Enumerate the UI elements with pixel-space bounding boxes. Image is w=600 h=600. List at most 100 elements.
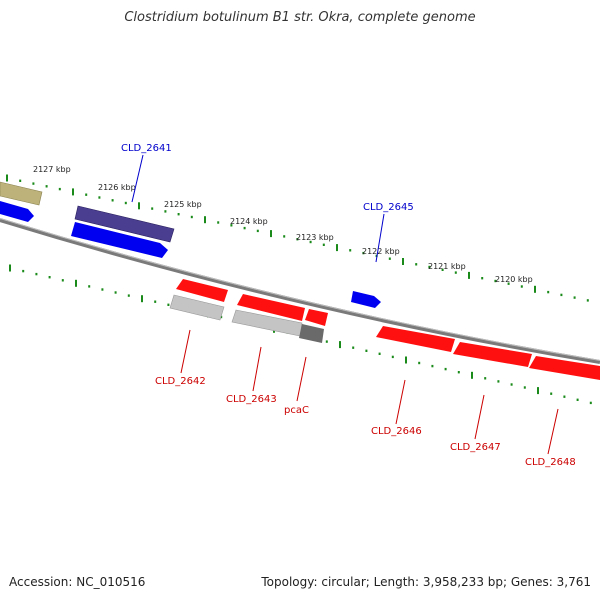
lower-major-tick (405, 356, 407, 364)
upper-minor-tick (217, 221, 220, 224)
tick-label-2124: 2124 kbp (230, 217, 268, 226)
upper-minor-tick (190, 215, 193, 219)
lower-minor-tick (391, 355, 394, 359)
upper-major-tick (468, 271, 470, 279)
upper-minor-tick (85, 193, 88, 196)
kbp-labels: 2127 kbp 2126 kbp 2125 kbp 2124 kbp 2123… (33, 165, 533, 284)
upper-minor-tick (177, 213, 180, 216)
lower-major-tick (141, 295, 143, 303)
upper-major-tick (402, 258, 404, 265)
leader-cld-2648 (547, 408, 559, 455)
lower-minor-tick (431, 364, 434, 368)
label-cld-2641[interactable]: CLD_2641 (121, 143, 172, 154)
lower-minor-tick (154, 300, 157, 303)
upper-major-tick (204, 216, 206, 224)
lower-minor-tick (444, 367, 447, 371)
upper-minor-tick (111, 199, 114, 202)
lower-minor-tick (589, 401, 592, 405)
lower-minor-tick (22, 269, 25, 273)
upper-minor-tick (230, 224, 233, 227)
lower-minor-tick (35, 272, 38, 276)
gene-red-a[interactable] (176, 279, 228, 302)
gene-blue-left[interactable] (0, 201, 34, 222)
lower-minor-tick (510, 383, 513, 386)
gene-red-b[interactable] (237, 294, 305, 321)
gene-red-c[interactable] (305, 309, 328, 326)
upper-minor-tick (573, 296, 576, 299)
lower-major-tick (9, 264, 11, 272)
upper-minor-tick (428, 265, 431, 269)
upper-minor-tick (494, 279, 497, 283)
upper-minor-tick (19, 179, 22, 182)
gene-cld-2645[interactable] (351, 291, 381, 308)
lower-major-tick (75, 279, 77, 287)
upper-major-tick (270, 230, 272, 238)
upper-major-tick (138, 202, 140, 210)
leader-lines (131, 154, 559, 455)
gene-cld-2648[interactable] (529, 356, 600, 380)
upper-minor-tick (481, 277, 484, 280)
label-cld-2646[interactable]: CLD_2646 (371, 426, 422, 437)
lower-minor-tick (378, 352, 381, 355)
tick-label-2126: 2126 kbp (98, 183, 136, 192)
label-cld-2647[interactable]: CLD_2647 (450, 442, 501, 453)
gene-pcac[interactable] (299, 324, 324, 343)
leader-cld-2647 (474, 394, 485, 440)
tick-label-2125: 2125 kbp (164, 200, 202, 209)
genome-backbone-highlight (0, 218, 600, 361)
map-title: Clostridium botulinum B1 str. Okra, comp… (124, 10, 476, 25)
upper-minor-tick (32, 182, 35, 185)
leader-pcac (296, 356, 307, 402)
gene-cld-2642[interactable] (169, 294, 225, 321)
label-cld-2648[interactable]: CLD_2648 (525, 457, 576, 468)
upper-minor-tick (256, 229, 259, 233)
upper-minor-tick (283, 235, 286, 238)
upper-minor-tick (362, 251, 365, 255)
upper-minor-tick (547, 290, 550, 294)
lower-minor-tick (48, 276, 51, 279)
label-cld-2642[interactable]: CLD_2642 (155, 376, 206, 387)
upper-minor-tick (586, 299, 589, 302)
upper-minor-tick (309, 240, 312, 244)
tick-label-2122: 2122 kbp (362, 247, 400, 256)
upper-minor-tick (164, 210, 167, 213)
tick-label-2121: 2121 kbp (428, 262, 466, 271)
reverse-genes (169, 279, 600, 380)
upper-minor-tick (151, 207, 154, 210)
label-pcac[interactable]: pcaC (284, 405, 309, 416)
upper-minor-tick (560, 293, 563, 297)
lower-major-tick (537, 387, 539, 395)
upper-minor-tick (507, 282, 510, 285)
gene-blue-2[interactable] (71, 222, 168, 258)
lower-minor-tick (365, 349, 368, 352)
label-cld-2643[interactable]: CLD_2643 (226, 394, 277, 405)
upper-minor-tick (349, 249, 352, 252)
upper-minor-tick (454, 271, 457, 274)
upper-minor-tick (243, 226, 246, 230)
label-cld-2645[interactable]: CLD_2645 (363, 202, 414, 213)
tick-label-2127: 2127 kbp (33, 165, 71, 174)
upper-minor-tick (322, 243, 325, 246)
genome-backbone (0, 218, 600, 364)
gene-olive[interactable] (0, 181, 43, 206)
upper-minor-tick (415, 263, 418, 266)
upper-major-tick (72, 188, 74, 196)
lower-minor-tick (550, 392, 553, 395)
upper-major-tick (336, 244, 338, 252)
gene-cld-2641[interactable] (74, 205, 175, 243)
upper-minor-tick (296, 238, 299, 241)
upper-minor-tick (124, 201, 127, 205)
gene-cld-2647[interactable] (453, 342, 532, 367)
lower-minor-tick (418, 361, 421, 365)
upper-minor-tick (98, 196, 101, 199)
gene-cld-2646[interactable] (376, 326, 455, 352)
upper-minor-tick (45, 185, 48, 188)
forward-genes (0, 181, 381, 308)
lower-minor-tick (576, 398, 579, 401)
upper-major-tick (6, 174, 8, 182)
leader-cld-2645 (375, 213, 385, 263)
topology-text: Topology: circular; Length: 3,958,233 bp… (261, 575, 591, 589)
leader-cld-2641 (131, 154, 144, 203)
lower-minor-tick (127, 294, 130, 297)
lower-major-tick (471, 371, 473, 379)
